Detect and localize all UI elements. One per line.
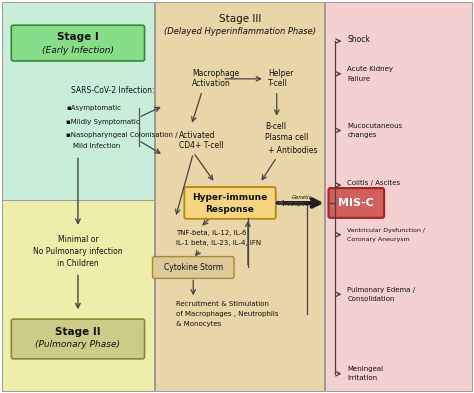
FancyBboxPatch shape	[11, 319, 145, 359]
FancyBboxPatch shape	[155, 2, 325, 391]
Text: (Early Infection): (Early Infection)	[42, 46, 114, 55]
Text: Pulmonary Edema /: Pulmonary Edema /	[347, 287, 416, 293]
Text: TNF-beta, IL-12, IL-6: TNF-beta, IL-12, IL-6	[176, 230, 247, 236]
Text: Macrophage: Macrophage	[192, 70, 239, 78]
Text: & Monocytes: & Monocytes	[176, 321, 222, 327]
Text: Cytokine Storm: Cytokine Storm	[164, 263, 223, 272]
Text: Acute Kidney: Acute Kidney	[347, 66, 393, 72]
Text: IL-1 beta, IL-23, IL-4, IFN: IL-1 beta, IL-23, IL-4, IFN	[176, 240, 262, 246]
Text: of Macrophages , Neutrophils: of Macrophages , Neutrophils	[176, 311, 279, 317]
FancyBboxPatch shape	[11, 25, 145, 61]
FancyBboxPatch shape	[326, 2, 472, 391]
Text: ▪Nasopharyngeal Colonisation /: ▪Nasopharyngeal Colonisation /	[66, 132, 178, 138]
Text: Coronary Aneurysm: Coronary Aneurysm	[347, 237, 410, 242]
Text: Activated: Activated	[179, 131, 216, 140]
Text: Meningeal: Meningeal	[347, 366, 383, 372]
FancyBboxPatch shape	[153, 257, 234, 278]
Text: Mucocutaneous: Mucocutaneous	[347, 123, 402, 129]
Text: Helper: Helper	[268, 70, 293, 78]
Text: Stage III: Stage III	[219, 14, 261, 24]
Text: changes: changes	[347, 132, 377, 138]
Text: Stage II: Stage II	[55, 327, 101, 337]
Text: CD4+ T-cell: CD4+ T-cell	[179, 141, 224, 150]
Text: B-cell: B-cell	[265, 122, 286, 131]
Text: Consolidation: Consolidation	[347, 296, 395, 302]
Text: (Delayed Hyperinflammation Phase): (Delayed Hyperinflammation Phase)	[164, 27, 316, 36]
Text: ▪Asymptomatic: ▪Asymptomatic	[66, 105, 121, 111]
Text: Colitis / Ascites: Colitis / Ascites	[347, 180, 401, 186]
Text: MIS-C: MIS-C	[338, 198, 374, 208]
Text: SARS-CoV-2 Infection:: SARS-CoV-2 Infection:	[71, 86, 155, 95]
Text: T-cell: T-cell	[268, 79, 288, 88]
Text: Stage I: Stage I	[57, 32, 99, 42]
FancyBboxPatch shape	[2, 2, 155, 201]
Text: ▪Mildly Symptomatic: ▪Mildly Symptomatic	[66, 119, 140, 125]
Text: Predisposition: Predisposition	[283, 202, 320, 208]
FancyBboxPatch shape	[184, 187, 276, 219]
Text: in Children: in Children	[57, 259, 99, 268]
Text: Recruitment & Stimulation: Recruitment & Stimulation	[176, 301, 269, 307]
Text: Mild Infection: Mild Infection	[73, 143, 120, 149]
Text: Minimal or: Minimal or	[58, 235, 98, 244]
Text: Hyper-immune: Hyper-immune	[192, 193, 268, 202]
Text: No Pulmonary infection: No Pulmonary infection	[33, 247, 123, 256]
Text: + Antibodies: + Antibodies	[268, 146, 317, 155]
Text: Genetic: Genetic	[292, 195, 312, 200]
Text: Ventricular Dysfunction /: Ventricular Dysfunction /	[347, 228, 425, 233]
Text: Plasma cell: Plasma cell	[265, 133, 308, 142]
Text: Activation: Activation	[192, 79, 231, 88]
Text: (Pulmonary Phase): (Pulmonary Phase)	[36, 340, 120, 349]
Text: Failure: Failure	[347, 76, 371, 82]
FancyBboxPatch shape	[2, 200, 155, 391]
Text: Irritation: Irritation	[347, 375, 377, 381]
FancyBboxPatch shape	[328, 188, 384, 218]
Text: Shock: Shock	[347, 35, 370, 44]
Text: Response: Response	[206, 206, 255, 215]
